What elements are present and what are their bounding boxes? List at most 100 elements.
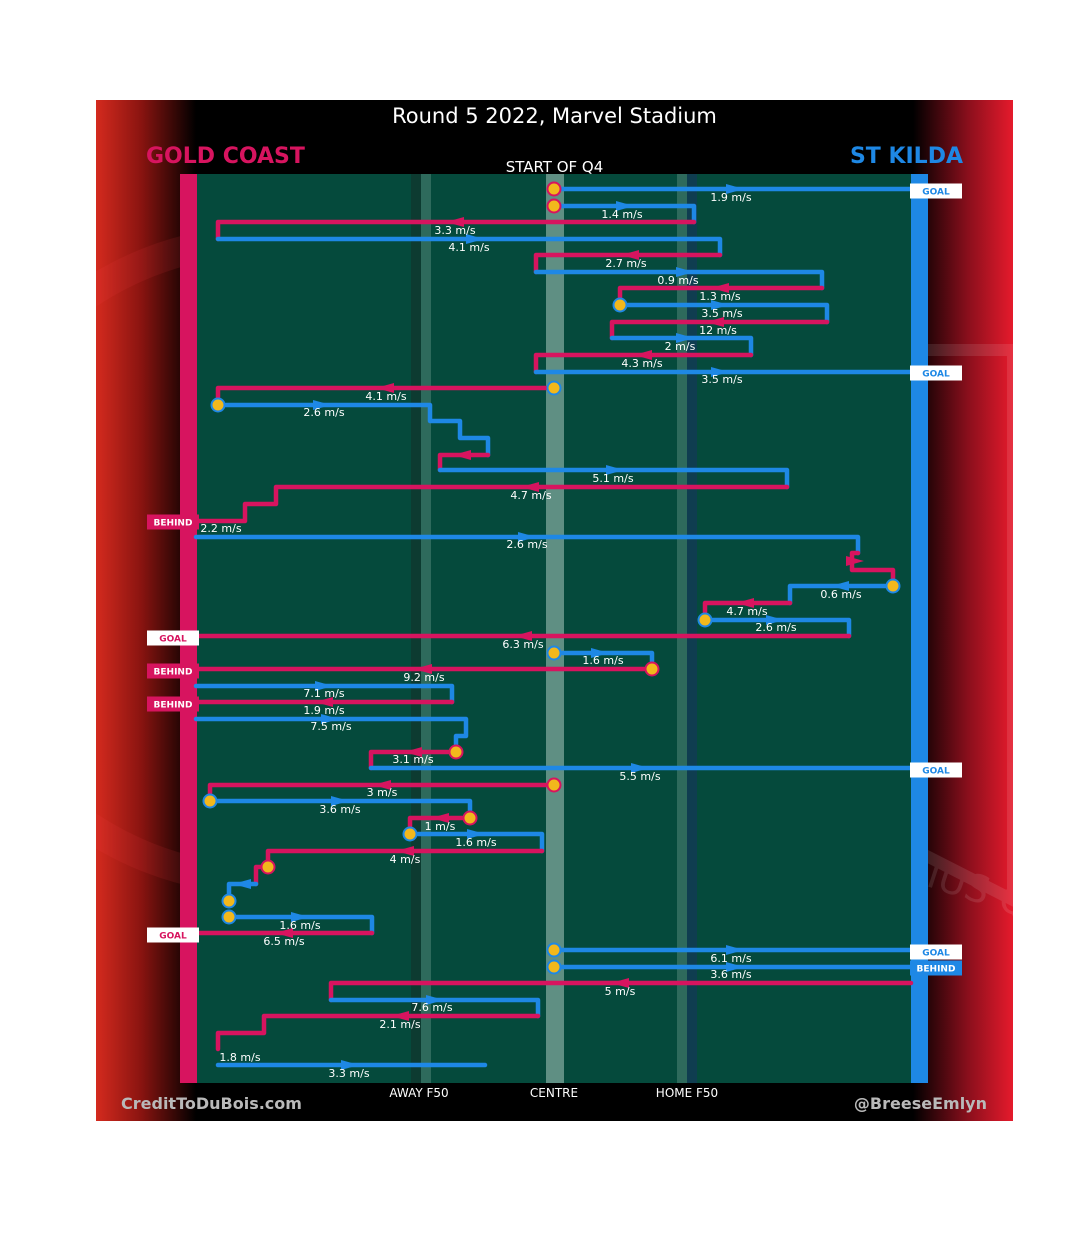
speed-label: 2.7 m/s (605, 257, 646, 270)
score-tag-box (910, 365, 962, 381)
direction-arrow (676, 267, 694, 277)
speed-label: 2.2 m/s (200, 522, 241, 535)
quarter-label: START OF Q4 (505, 158, 604, 176)
restart-marker (546, 198, 562, 214)
speed-label: 0.6 m/s (820, 588, 861, 601)
restart-marker (402, 826, 418, 842)
speed-label: 7.6 m/s (411, 1001, 452, 1014)
direction-arrow (711, 367, 729, 377)
direction-arrow (275, 928, 293, 938)
centre-band (546, 174, 564, 1083)
chain-segment (551, 203, 697, 225)
direction-arrow (396, 846, 414, 856)
direction-arrow (341, 1060, 359, 1070)
speed-label: 4.7 m/s (510, 489, 551, 502)
speed-label: 4.3 m/s (621, 357, 662, 370)
restart-marker (221, 893, 237, 909)
direction-arrow (373, 780, 391, 790)
chain-segment (193, 716, 469, 755)
speed-label: 2.6 m/s (303, 406, 344, 419)
score-tag-box (147, 927, 199, 943)
direction-arrow (466, 234, 484, 244)
speed-label: 3.6 m/s (710, 968, 751, 981)
direction-arrow (315, 681, 333, 691)
direction-arrow (591, 648, 609, 658)
score-tag: BEHIND (154, 519, 193, 529)
chain-segment (328, 980, 914, 1003)
credit-right: @BreeseEmlyn (853, 1094, 987, 1113)
home-f50-line (687, 174, 697, 1083)
restart-marker (546, 181, 562, 197)
restart-marker (612, 297, 628, 313)
direction-arrow (446, 217, 464, 227)
speed-label: 3.1 m/s (392, 753, 433, 766)
restart-marker (546, 380, 562, 396)
chain-segment (702, 617, 852, 639)
centre-label: CENTRE (530, 1086, 578, 1100)
direction-arrow (846, 556, 864, 566)
restart-marker (546, 959, 562, 975)
speed-label: 9.2 m/s (403, 671, 444, 684)
speed-label: 3 m/s (367, 786, 398, 799)
speed-label: 3.5 m/s (701, 373, 742, 386)
speed-label: 1.9 m/s (303, 704, 344, 717)
speed-label: 6.3 m/s (502, 638, 543, 651)
restart-marker (885, 578, 901, 594)
away-team-label: ST KILDA (849, 144, 963, 169)
speed-label: 0.9 m/s (657, 274, 698, 287)
score-tag-box (147, 514, 199, 530)
direction-arrow (766, 615, 784, 625)
gold-coast-side-band (96, 100, 196, 1121)
restart-marker (202, 793, 218, 809)
chain-segment (787, 583, 896, 606)
credit-left: CreditToDuBois.com (121, 1094, 302, 1113)
chain-segment (226, 914, 375, 936)
chain-segment (533, 269, 825, 291)
restart-marker (546, 942, 562, 958)
chain-segment (215, 219, 697, 242)
chain-segment (609, 335, 754, 358)
direction-arrow (233, 879, 251, 889)
home-team-label: GOLD COAST (146, 144, 305, 169)
chain-segment (215, 236, 723, 258)
speed-label: 5.5 m/s (619, 770, 660, 783)
speed-label: 1.6 m/s (279, 919, 320, 932)
chain-segment (328, 997, 541, 1019)
score-tag-box (910, 960, 962, 976)
chain-segment (193, 683, 455, 705)
restart-marker (221, 909, 237, 925)
direction-arrow (616, 201, 634, 211)
speed-label: 3.5 m/s (701, 307, 742, 320)
direction-arrow (518, 532, 536, 542)
direction-arrow (831, 581, 849, 591)
speed-label: 4.1 m/s (365, 390, 406, 403)
speed-label: 5.1 m/s (592, 472, 633, 485)
chain-segment (533, 252, 723, 275)
chain-segment (437, 467, 790, 490)
speed-label: 6.5 m/s (263, 935, 304, 948)
speed-label: 12 m/s (699, 324, 737, 337)
speed-label: 3.3 m/s (328, 1067, 369, 1080)
away-f50-label: AWAY F50 (389, 1086, 448, 1100)
direction-arrow (414, 664, 432, 674)
restart-marker-group (202, 181, 901, 975)
direction-arrow (291, 912, 309, 922)
direction-arrow (706, 317, 724, 327)
speed-label: 1.8 m/s (219, 1051, 260, 1064)
direction-arrow (453, 450, 471, 460)
speed-label: 1.3 m/s (699, 290, 740, 303)
speed-label: 1 m/s (425, 820, 456, 833)
score-tag: BEHIND (154, 668, 193, 678)
direction-arrow (391, 1011, 409, 1021)
speed-label: 2 m/s (665, 340, 696, 353)
speed-label: 4.7 m/s (726, 605, 767, 618)
direction-arrow (621, 250, 639, 260)
direction-arrow (331, 796, 349, 806)
direction-arrow (726, 962, 744, 972)
home-f50-label: HOME F50 (656, 1086, 718, 1100)
speed-label: 6.1 m/s (710, 952, 751, 965)
speed-label: 2.1 m/s (379, 1018, 420, 1031)
speed-label: 2.6 m/s (755, 621, 796, 634)
direction-arrow (514, 631, 532, 641)
score-tag-box (910, 944, 962, 960)
